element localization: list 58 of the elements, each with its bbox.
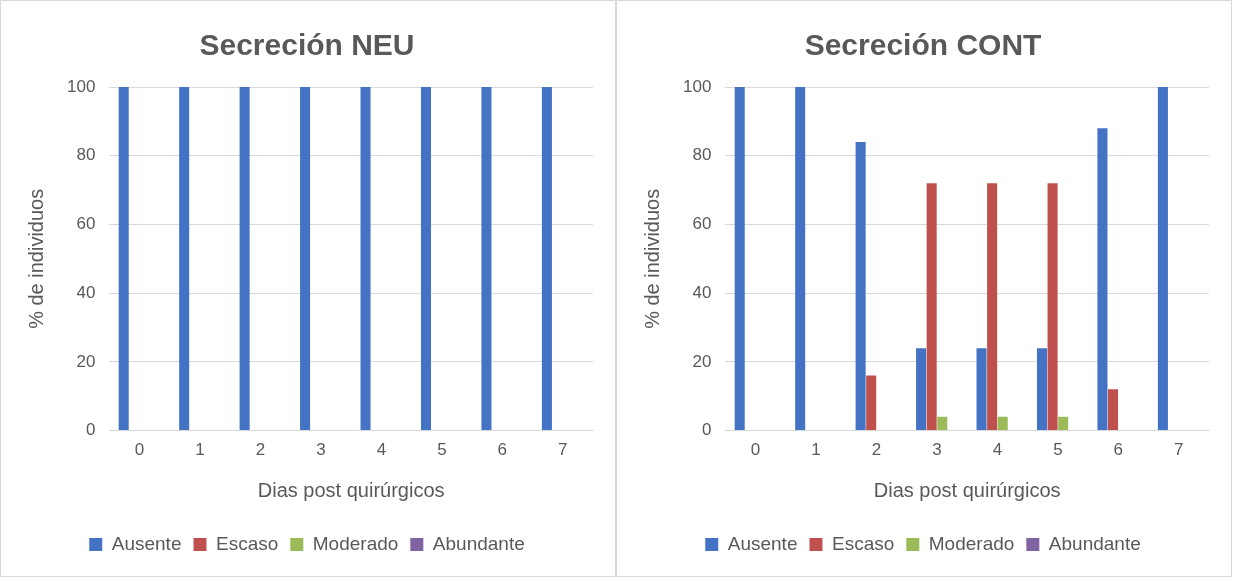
bar (926, 183, 937, 431)
legend-label: Moderado (312, 532, 399, 554)
bar (866, 375, 877, 431)
y-tick-label: 100 (682, 76, 712, 96)
bar (1036, 348, 1048, 431)
chart-title: Secreción NEU (199, 28, 415, 62)
y-tick-label: 80 (76, 145, 96, 165)
legend-label: Escaso (831, 532, 895, 554)
x-axis-title: Dias post quirúrgicos (257, 478, 445, 501)
x-tick-label: 4 (376, 440, 387, 460)
y-tick-label: 20 (692, 351, 712, 371)
y-tick-label: 20 (76, 351, 96, 371)
y-tick-label: 0 (701, 420, 712, 440)
y-tick-label: 0 (85, 420, 96, 440)
bar (1047, 183, 1058, 431)
legend-label: Abundante (1048, 532, 1141, 554)
legend-label: Ausente (111, 532, 182, 554)
bar (1058, 416, 1069, 431)
y-axis-title: % de individuos (640, 188, 663, 329)
y-tick-label: 60 (692, 214, 712, 234)
y-tick-label: 80 (692, 145, 712, 165)
x-tick-label: 5 (1053, 440, 1063, 460)
bar (1157, 87, 1168, 431)
bar (1108, 389, 1119, 431)
bar (976, 348, 987, 431)
x-tick-label: 7 (558, 440, 568, 460)
bar (734, 87, 745, 431)
legend-label: Abundante (432, 532, 525, 554)
x-tick-label: 3 (932, 440, 942, 460)
x-tick-label: 0 (750, 440, 761, 460)
chart-title: Secreción CONT (804, 28, 1042, 62)
bar (855, 141, 866, 431)
y-axis-title: % de individuos (24, 188, 47, 329)
x-tick-label: 7 (1174, 440, 1184, 460)
bar (937, 416, 948, 431)
x-tick-label: 1 (195, 440, 205, 460)
x-tick-label: 2 (871, 440, 882, 460)
x-tick-label: 5 (437, 440, 447, 460)
legend-label: Ausente (727, 532, 798, 554)
x-tick-label: 4 (992, 440, 1003, 460)
x-tick-label: 0 (134, 440, 145, 460)
bar (795, 87, 806, 431)
bar (1097, 128, 1108, 431)
x-tick-label: 2 (255, 440, 266, 460)
y-tick-label: 40 (76, 282, 96, 302)
y-tick-label: 60 (76, 214, 96, 234)
bar (916, 348, 927, 431)
x-tick-label: 6 (1113, 440, 1124, 460)
x-tick-label: 6 (497, 440, 508, 460)
x-axis-title: Dias post quirúrgicos (873, 478, 1061, 501)
x-tick-label: 3 (316, 440, 326, 460)
bar (987, 183, 998, 431)
bar (997, 416, 1008, 431)
legend-label: Escaso (215, 532, 279, 554)
legend-label: Moderado (928, 532, 1015, 554)
y-tick-label: 40 (692, 282, 712, 302)
y-tick-label: 100 (66, 76, 96, 96)
x-tick-label: 1 (811, 440, 821, 460)
